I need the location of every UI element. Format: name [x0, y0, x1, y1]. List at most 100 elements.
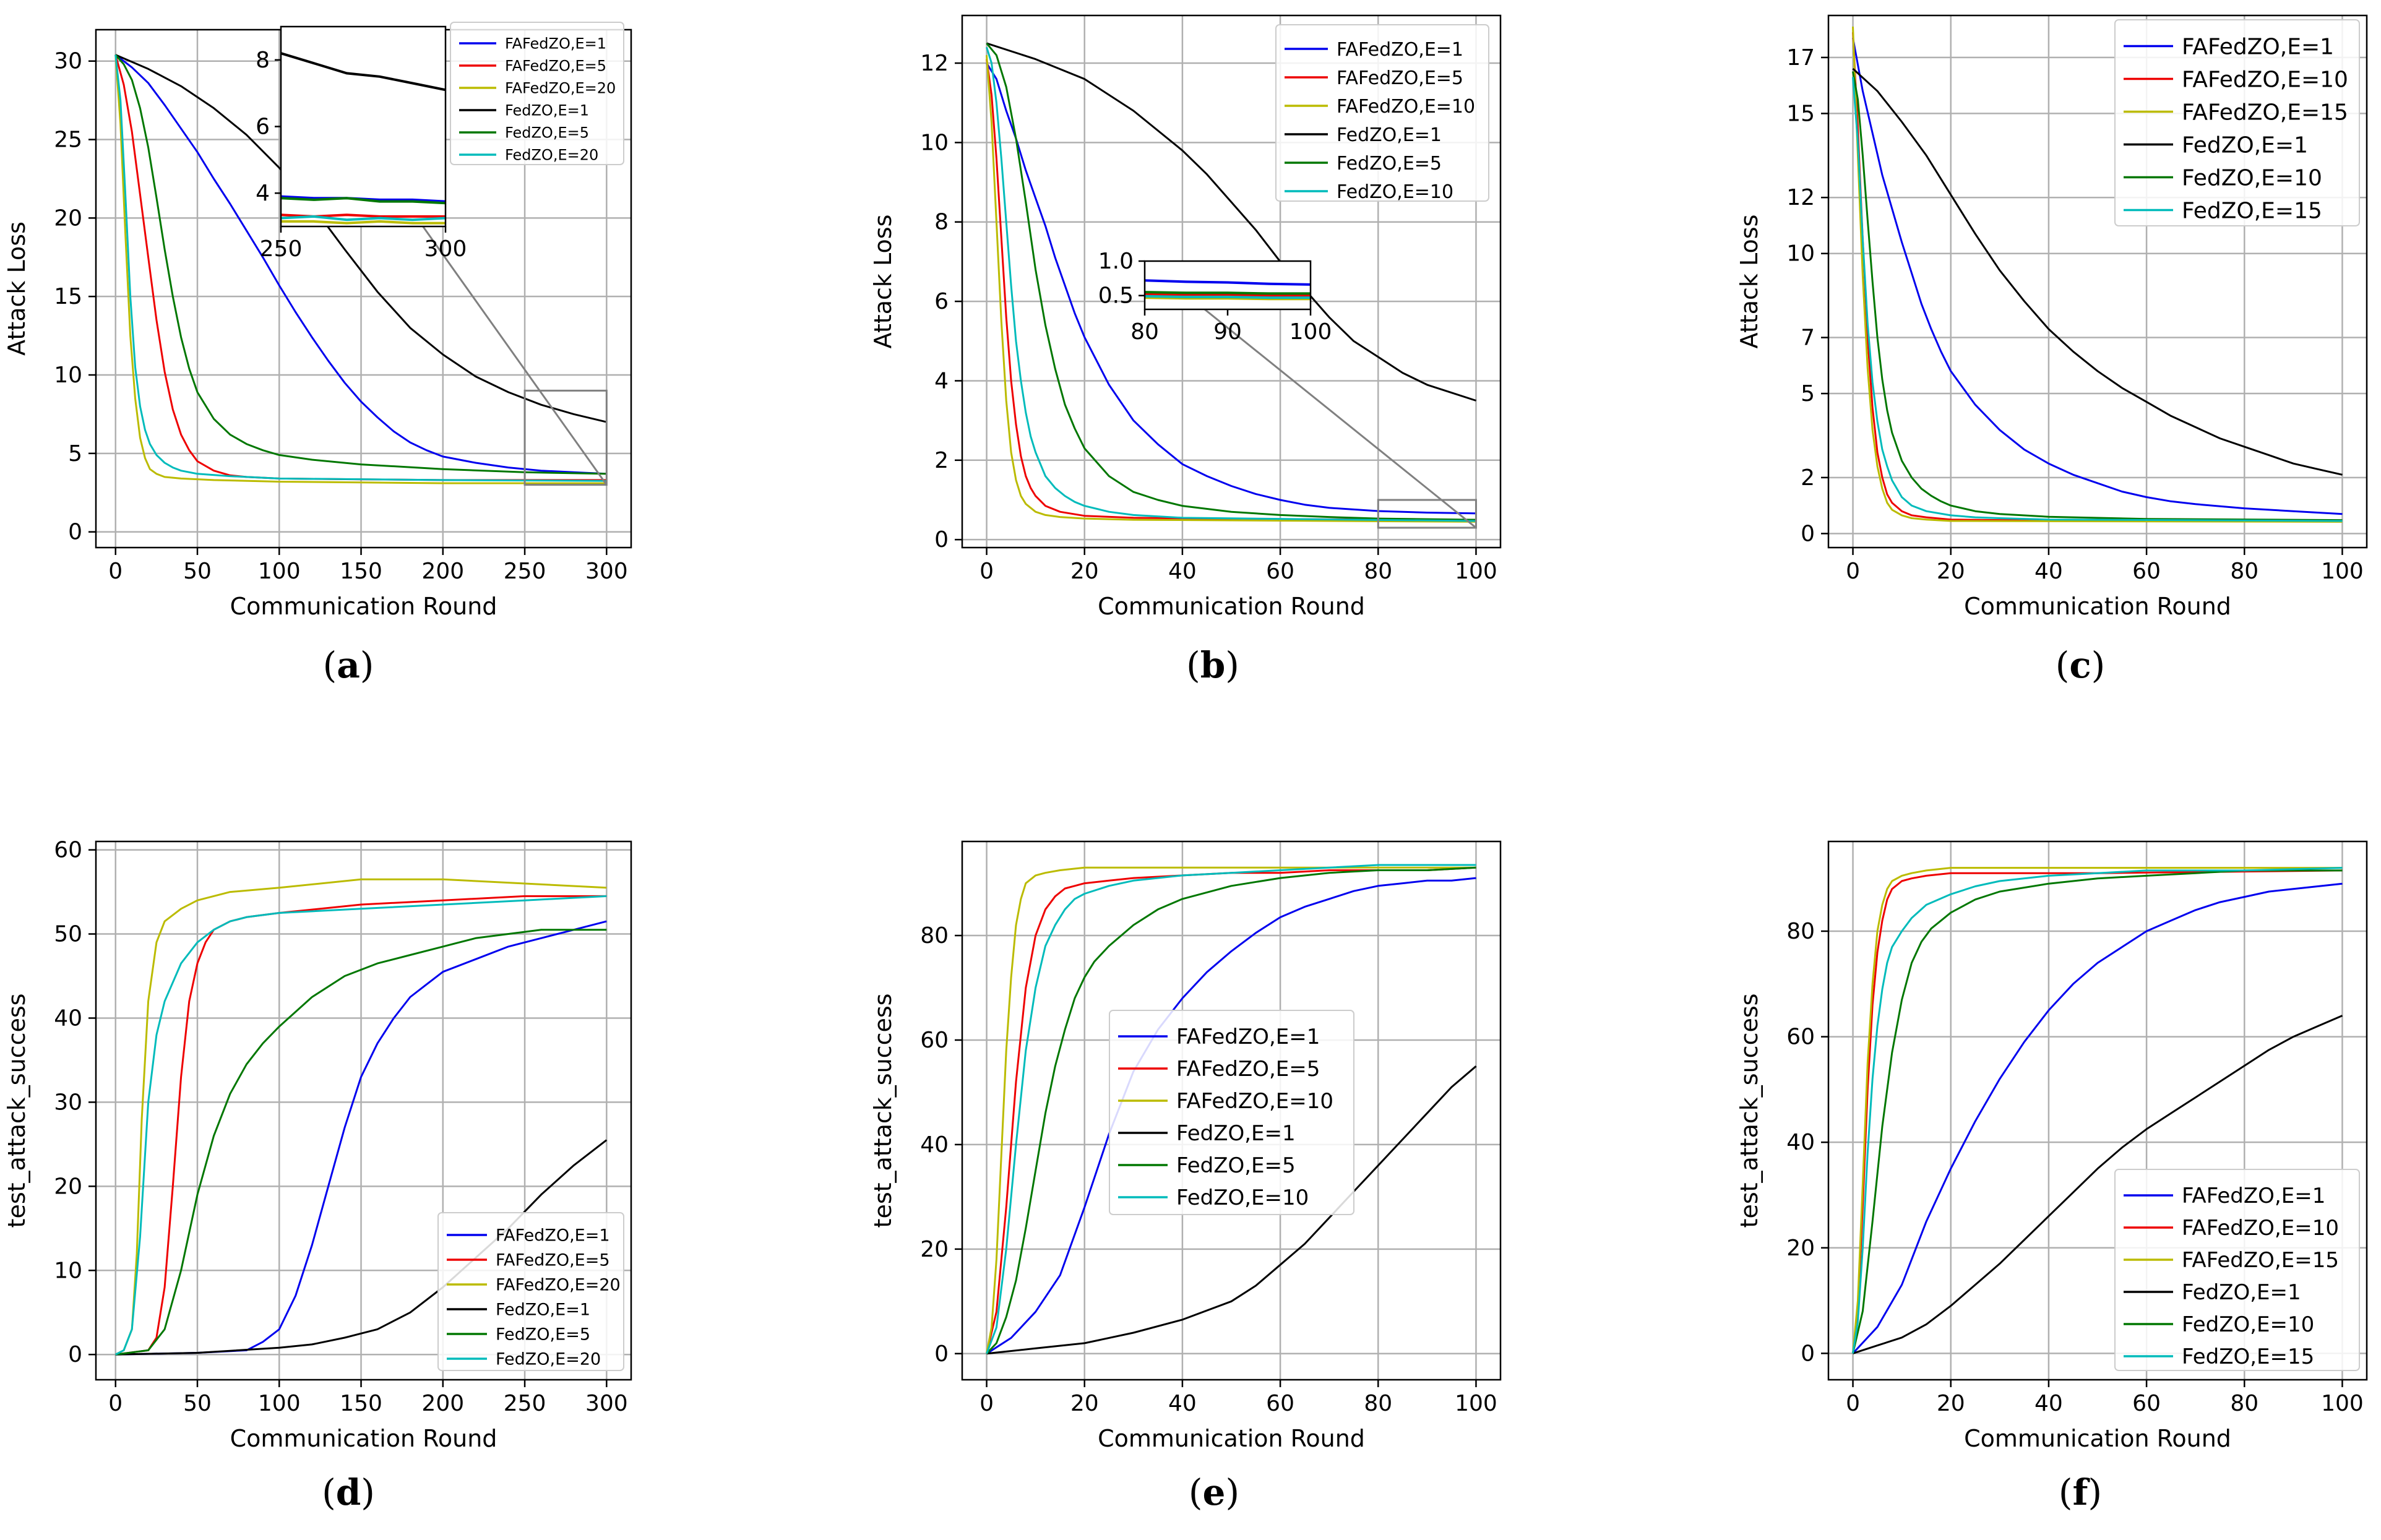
- series-line-fafedzo-e-1: [115, 920, 607, 1356]
- inset-y-tick-label: 8: [256, 48, 270, 73]
- legend-box: [2114, 1169, 2360, 1371]
- inset-series-line-fafedzo-e-1: [1145, 279, 1311, 286]
- y-tick-label: 20: [54, 205, 82, 231]
- legend-entry: FAFedZO,E=10: [1337, 96, 1475, 118]
- x-axis-label: Communication Round: [1098, 1425, 1365, 1452]
- inset-series-group: [281, 52, 446, 225]
- series-line-fedzo-e-20: [114, 54, 607, 482]
- legend: FAFedZO,E=1 FAFedZO,E=10 FAFedZO,E=15 FedZO…: [2114, 1169, 2360, 1371]
- legend: FAFedZO,E=1 FAFedZO,E=5 FAFedZO,E=10 FedZO,…: [1109, 1010, 1354, 1215]
- series-line-fedzo-e-10: [986, 46, 1476, 522]
- legend-entry: FAFedZO,E=10: [1176, 1089, 1333, 1114]
- y-tick-label: 25: [54, 127, 82, 153]
- inset-y-tick-label: 4: [256, 181, 270, 206]
- inset-source-rect: [523, 389, 608, 486]
- inset-series-line-fedzo-e-1: [281, 52, 446, 92]
- x-tick-label: 80: [1364, 559, 1392, 584]
- y-tick-label: 60: [920, 1028, 949, 1053]
- y-tick-label: 2: [1801, 465, 1815, 491]
- x-tick-label: 300: [585, 559, 628, 584]
- panel-label: (d): [322, 1471, 375, 1513]
- legend-box: [450, 22, 624, 165]
- legend-box: [1275, 24, 1489, 202]
- legend-entry: FAFedZO,E=10: [2182, 67, 2348, 92]
- legend-entry: FedZO,E=5: [505, 124, 589, 142]
- chart-panel-a: 0 50 100 150 200 250 300 0 5 10 15 20 25 30 Communicat…: [3, 22, 632, 686]
- axes-frame: [95, 840, 632, 1381]
- x-axis-label: Communication Round: [230, 593, 497, 620]
- y-tick-label: 5: [1801, 381, 1815, 407]
- y-tick-label: 0: [934, 1341, 949, 1367]
- legend-entry: FedZO,E=1: [496, 1301, 590, 1320]
- legend-entry: FAFedZO,E=15: [2182, 100, 2348, 125]
- series-line-fedzo-e-1: [115, 1139, 608, 1356]
- legend-entry: FAFedZO,E=5: [1337, 67, 1463, 89]
- series-group: [986, 864, 1477, 1355]
- x-tick-label: 200: [421, 559, 464, 584]
- x-tick-label: 0: [980, 559, 994, 584]
- inset-axes: 80 90 100 0.5 1.0: [1098, 249, 1332, 345]
- y-axis-label: Attack Loss: [869, 215, 897, 349]
- x-tick-label: 100: [1455, 559, 1497, 584]
- series-line-fedzo-e-1: [1853, 1015, 2343, 1354]
- x-axis-label: Communication Round: [1964, 1425, 2231, 1452]
- x-tick-label: 100: [1455, 1391, 1497, 1416]
- x-tick-label: 250: [504, 1391, 546, 1416]
- y-tick-label: 50: [54, 922, 82, 947]
- axes-frame: [961, 14, 1502, 549]
- series-line-fafedzo-e-15: [1852, 27, 2343, 523]
- series-line-fedzo-e-10: [1852, 71, 2343, 522]
- y-tick-label: 60: [1786, 1025, 1815, 1050]
- y-tick-label: 20: [1786, 1236, 1815, 1261]
- y-tick-label: 0: [1801, 521, 1815, 546]
- axes-frame: [961, 840, 1502, 1381]
- x-tick-label: 80: [2230, 559, 2258, 584]
- legend-entry: FAFedZO,E=5: [505, 58, 606, 75]
- legend: FAFedZO,E=1 FAFedZO,E=5 FAFedZO,E=20 FedZO,…: [437, 1212, 624, 1371]
- x-tick-label: 0: [1846, 559, 1860, 584]
- y-tick-label: 15: [1786, 101, 1815, 126]
- series-line-fafedzo-e-1: [986, 877, 1476, 1355]
- x-tick-label: 20: [1937, 1391, 1965, 1416]
- legend-entry: FedZO,E=1: [505, 102, 589, 119]
- chart-panel-b: 0 20 40 60 80 100 0 2 4 6 8 10 12 Communication Round…: [869, 14, 1502, 686]
- inset-y-tick-label: 1.0: [1098, 249, 1134, 274]
- panel-label: (c): [2056, 644, 2106, 686]
- legend-entry: FedZO,E=10: [2182, 165, 2322, 191]
- legend-entry: FedZO,E=1: [2182, 132, 2308, 158]
- y-axis-label: test_attack_success: [869, 994, 897, 1228]
- legend-entry: FAFedZO,E=15: [2182, 1248, 2339, 1273]
- x-tick-label: 0: [1846, 1391, 1860, 1416]
- panel-label: (b): [1186, 644, 1239, 686]
- x-tick-label: 150: [340, 1391, 382, 1416]
- inset-series-line-fedzo-e-5: [281, 197, 446, 205]
- inset-axes: 250 300 4 6 8: [256, 25, 467, 262]
- x-tick-label: 300: [585, 1391, 628, 1416]
- y-tick-label: 20: [54, 1174, 82, 1199]
- legend-entry: FAFedZO,E=10: [2182, 1216, 2339, 1241]
- legend-entry: FAFedZO,E=1: [505, 35, 606, 53]
- y-tick-label: 15: [54, 284, 82, 309]
- chart-panel-c: 0 20 40 60 80 100 0 2 5 7 10 12 15 17 Communication Ro…: [1736, 14, 2368, 686]
- legend-entry: FAFedZO,E=1: [496, 1226, 610, 1245]
- x-tick-label: 100: [2321, 1391, 2364, 1416]
- series-group: [115, 878, 608, 1356]
- series-line-fedzo-e-15: [1852, 77, 2343, 522]
- x-tick-label: 100: [258, 1391, 301, 1416]
- legend-entry: FedZO,E=5: [496, 1325, 590, 1344]
- legend-entry: FAFedZO,E=5: [1176, 1057, 1320, 1082]
- y-tick-label: 0: [934, 527, 949, 553]
- chart-panel-d: 0 50 100 150 200 250 300 0 10 20 30 40 50 60 Communica…: [3, 838, 632, 1513]
- series-line-fafedzo-e-1: [986, 62, 1476, 515]
- y-tick-label: 17: [1786, 45, 1815, 71]
- y-tick-label: 40: [54, 1005, 82, 1031]
- legend-box: [437, 1212, 624, 1371]
- x-axis-label: Communication Round: [1964, 593, 2231, 620]
- y-tick-label: 10: [54, 363, 82, 388]
- y-tick-label: 20: [920, 1237, 949, 1262]
- series-line-fedzo-e-10: [986, 864, 1476, 1354]
- legend-entry: FedZO,E=1: [1337, 124, 1442, 146]
- legend-box: [1109, 1010, 1354, 1215]
- series-line-fafedzo-e-1: [1852, 882, 2343, 1354]
